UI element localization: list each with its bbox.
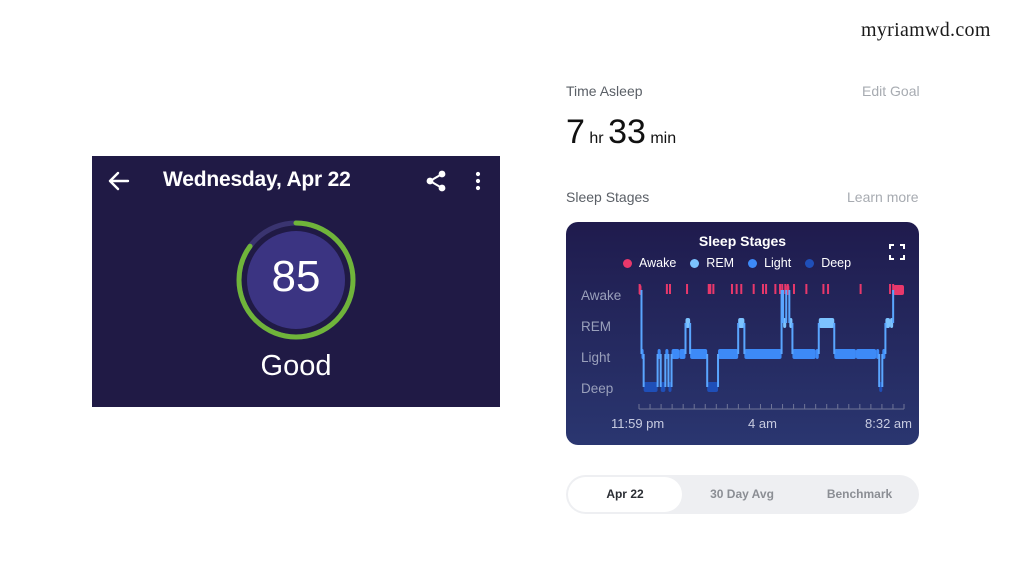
stage-segment <box>671 349 680 359</box>
legend-item-deep: Deep <box>805 256 851 270</box>
more-vert-icon[interactable] <box>473 171 483 191</box>
stage-segment <box>643 382 658 392</box>
awake-tick <box>730 284 733 294</box>
legend-label-light: Light <box>764 256 792 270</box>
awake-tick <box>784 284 787 294</box>
legend-item-rem: REM <box>690 256 734 270</box>
stage-segment <box>744 349 782 359</box>
stage-segment <box>738 318 745 328</box>
time-asleep-value: 7 hr 33 min <box>566 113 676 152</box>
awake-tick <box>779 284 782 294</box>
minutes-value: 33 <box>608 113 646 151</box>
stage-segment <box>885 318 891 328</box>
y-label-rem: REM <box>581 319 611 334</box>
stage-segment <box>818 318 835 328</box>
legend-dot-deep <box>805 258 815 268</box>
legend-dot-rem <box>690 258 700 268</box>
range-segmented-control: Apr 22 30 Day Avg Benchmark <box>566 475 919 514</box>
legend-dot-light <box>748 258 758 268</box>
awake-tick <box>709 284 712 294</box>
sleep-score-label: Good <box>260 350 332 382</box>
stage-segment <box>893 285 904 295</box>
awake-tick <box>686 284 689 294</box>
awake-tick <box>712 284 715 294</box>
awake-tick <box>707 284 710 294</box>
stage-segment <box>792 349 816 359</box>
stage-segment <box>685 318 691 328</box>
learn-more-link[interactable]: Learn more <box>847 189 919 205</box>
x-label-mid: 4 am <box>748 416 777 431</box>
x-label-start: 11:59 pm <box>611 416 665 431</box>
awake-tick <box>665 284 668 294</box>
sleep-stages-chart[interactable]: Sleep Stages Awake REM Light Deep Awake … <box>566 222 919 445</box>
awake-tick <box>822 284 825 294</box>
x-label-end: 8:32 am <box>865 416 912 431</box>
stage-segment <box>690 349 708 359</box>
legend-item-awake: Awake <box>623 256 676 270</box>
tab-30-day-avg[interactable]: 30 Day Avg <box>710 487 774 501</box>
legend-label-deep: Deep <box>821 256 852 270</box>
awake-tick <box>668 284 671 294</box>
legend-dot-awake <box>623 258 632 268</box>
tab-benchmark[interactable]: Benchmark <box>826 487 893 501</box>
score-ring <box>236 220 356 340</box>
legend-label-rem: REM <box>706 256 735 270</box>
stage-segment <box>834 349 856 359</box>
time-asleep-title: Time Asleep <box>566 83 643 99</box>
awake-tick <box>740 284 743 294</box>
tab-apr-22[interactable]: Apr 22 <box>568 477 682 512</box>
sleep-score-value: 85 <box>271 252 321 301</box>
back-arrow-icon[interactable] <box>108 171 130 191</box>
expand-icon[interactable] <box>889 244 905 260</box>
hypnogram <box>638 284 905 410</box>
legend-label-awake: Awake <box>639 256 677 270</box>
y-label-awake: Awake <box>581 288 622 303</box>
minutes-unit: min <box>650 130 677 147</box>
hours-value: 7 <box>566 113 585 151</box>
stage-segment <box>660 382 666 392</box>
stage-segment <box>855 349 877 359</box>
awake-tick <box>859 284 862 294</box>
awake-tick <box>761 284 764 294</box>
awake-tick <box>735 284 738 294</box>
awake-tick <box>827 284 830 294</box>
edit-goal-link[interactable]: Edit Goal <box>862 83 920 99</box>
stage-segment <box>679 349 686 359</box>
y-label-deep: Deep <box>581 381 614 396</box>
stage-segment <box>707 382 719 392</box>
awake-tick <box>889 284 892 294</box>
awake-tick <box>774 284 777 294</box>
chart-title: Sleep Stages <box>698 233 787 249</box>
legend-item-light: Light <box>748 256 791 270</box>
share-icon[interactable] <box>425 170 447 192</box>
watermark: myriamwd.com <box>861 19 991 41</box>
stage-segment <box>718 349 739 359</box>
sleep-stages-title: Sleep Stages <box>566 189 650 205</box>
date-title: Wednesday, Apr 22 <box>163 168 351 191</box>
chart-legend: Awake REM Light Deep <box>623 256 851 270</box>
awake-tick <box>792 284 795 294</box>
y-label-light: Light <box>581 350 611 365</box>
awake-tick <box>765 284 768 294</box>
awake-tick <box>752 284 755 294</box>
hours-unit: hr <box>589 130 604 147</box>
awake-tick <box>805 284 808 294</box>
